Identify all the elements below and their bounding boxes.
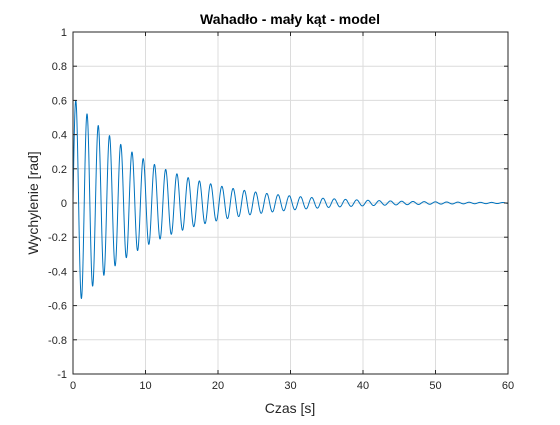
y-tick-label: -1 [57,369,67,381]
y-tick-label: -0.8 [48,335,67,347]
y-tick-label: 0 [61,198,67,210]
y-tick-label: -0.4 [48,266,67,278]
y-tick-label: 1 [61,27,67,39]
y-tick-label: 0.8 [52,61,67,73]
y-tick-label: 0.6 [52,95,67,107]
x-tick-label: 10 [139,380,151,392]
y-axis-title: Wychylenie [rad] [25,151,41,254]
x-tick-label: 60 [502,380,514,392]
chart-title: Wahadło - mały kąt - model [200,11,380,27]
x-tick-label: 40 [357,380,369,392]
y-tick-label: -0.2 [48,232,67,244]
y-tick-label: -0.6 [48,301,67,313]
x-axis-title: Czas [s] [265,400,316,416]
x-tick-label: 0 [70,380,76,392]
y-tick-label: 0.4 [52,130,67,142]
x-tick-label: 20 [212,380,224,392]
x-tick-label: 30 [284,380,296,392]
y-tick-label: 0.2 [52,164,67,176]
x-tick-label: 50 [429,380,441,392]
